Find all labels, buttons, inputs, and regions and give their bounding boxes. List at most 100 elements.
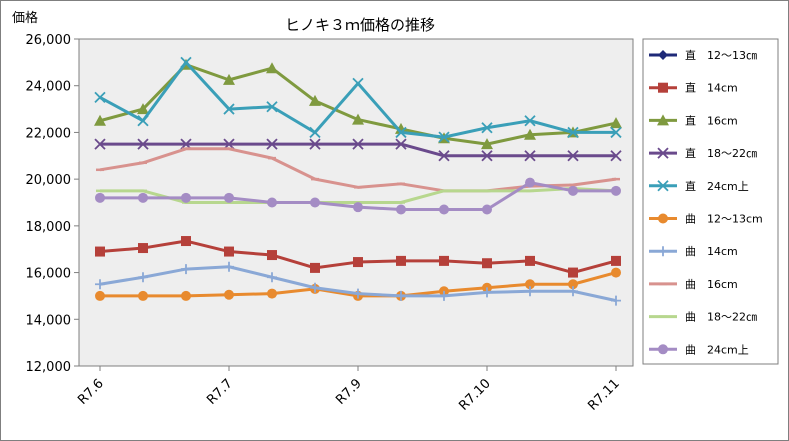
data-point — [611, 295, 621, 306]
legend-label: 曲 14cm — [685, 245, 738, 258]
y-tick-label: 14,000 — [26, 313, 72, 328]
data-point — [481, 150, 493, 162]
data-point — [525, 255, 535, 266]
data-point — [610, 126, 622, 139]
legend-item: 曲 24cm上 — [649, 343, 749, 356]
data-point — [267, 250, 277, 261]
series-line — [95, 177, 621, 215]
data-point — [568, 279, 578, 290]
data-point — [223, 73, 235, 85]
data-point — [181, 192, 191, 203]
data-point — [352, 113, 364, 125]
legend-item: 直 16cm — [649, 113, 738, 127]
data-point — [95, 246, 105, 257]
data-point — [94, 114, 106, 126]
series-line — [94, 56, 622, 143]
data-point — [439, 204, 449, 215]
series-line — [95, 261, 621, 306]
data-point — [138, 290, 148, 301]
data-point — [567, 150, 579, 162]
data-point — [482, 204, 492, 215]
data-point — [181, 290, 191, 301]
chart-title: ヒノキ３ｍ価格の推移 — [285, 16, 435, 34]
data-point — [396, 204, 406, 215]
series-lines — [94, 56, 622, 306]
legend-box — [642, 38, 779, 365]
data-point — [568, 267, 578, 278]
data-point — [481, 138, 493, 150]
y-tick-label: 20,000 — [26, 173, 72, 188]
legend-label: 曲 24cm上 — [685, 343, 749, 356]
data-point — [567, 126, 579, 139]
y-tick-label: 24,000 — [26, 80, 72, 95]
y-tick-label: 26,000 — [26, 33, 72, 48]
y-axis: 12,000 14,000 16,000 18,000 20,000 22,000 24,0… — [26, 33, 79, 375]
legend-label: 直 24cm上 — [685, 179, 749, 193]
data-point — [525, 286, 535, 297]
data-point — [266, 62, 278, 74]
data-point — [524, 128, 536, 140]
legend-item: 直 18～22㎝ — [649, 146, 757, 160]
data-point — [658, 344, 668, 355]
legend-item: 曲 16cm — [649, 278, 738, 291]
series-line — [95, 236, 621, 278]
x-axis: R7.6 R7.7 R7.9 R7.10 R7.11 — [75, 366, 623, 414]
data-point — [395, 138, 407, 150]
data-point — [224, 246, 234, 257]
y-axis-label: 価格 — [12, 10, 38, 26]
data-point — [481, 122, 493, 134]
data-point — [657, 114, 669, 126]
data-point — [267, 197, 277, 208]
data-point — [138, 272, 148, 283]
data-point — [267, 288, 277, 299]
data-point — [611, 267, 621, 278]
x-tick-label: R7.11 — [585, 376, 622, 413]
y-tick-label: 22,000 — [26, 126, 72, 141]
data-point — [224, 192, 234, 203]
data-point — [482, 287, 492, 298]
data-point — [658, 213, 668, 224]
legend-label: 直 14cm — [685, 81, 738, 95]
data-point — [611, 185, 621, 196]
data-point — [310, 262, 320, 273]
data-point — [267, 272, 277, 283]
data-point — [181, 236, 191, 247]
x-tick-label: R7.9 — [333, 376, 365, 408]
data-point — [438, 150, 450, 162]
data-point — [396, 255, 406, 266]
data-point — [352, 138, 364, 150]
data-point — [352, 77, 364, 90]
data-point — [657, 180, 669, 192]
data-point — [224, 289, 234, 300]
data-point — [223, 103, 235, 115]
data-point — [353, 288, 363, 299]
data-point — [524, 150, 536, 162]
data-point — [568, 185, 578, 196]
data-point — [266, 138, 278, 150]
data-point — [266, 101, 278, 113]
data-point — [138, 243, 148, 254]
legend-label: 直 16cm — [685, 113, 738, 127]
data-point — [610, 117, 622, 129]
data-point — [525, 177, 535, 188]
data-point — [94, 91, 106, 104]
legend-item: 曲 12～13cm — [649, 213, 763, 226]
x-tick-label: R7.6 — [75, 376, 107, 408]
data-point — [138, 192, 148, 203]
legend-label: 直 18～22㎝ — [685, 146, 757, 160]
data-point — [95, 192, 105, 203]
legend-item: 直 12～13㎝ — [649, 48, 757, 62]
data-point — [353, 202, 363, 213]
data-point — [524, 115, 536, 127]
data-point — [310, 197, 320, 208]
data-point — [658, 246, 668, 257]
data-point — [439, 290, 449, 301]
y-tick-label: 16,000 — [26, 267, 72, 282]
legend-label: 曲 18～22㎝ — [685, 311, 757, 324]
data-point — [224, 261, 234, 272]
data-point — [438, 131, 450, 143]
data-point — [610, 150, 622, 162]
data-point — [525, 279, 535, 290]
legend-label: 曲 12～13cm — [685, 213, 763, 226]
